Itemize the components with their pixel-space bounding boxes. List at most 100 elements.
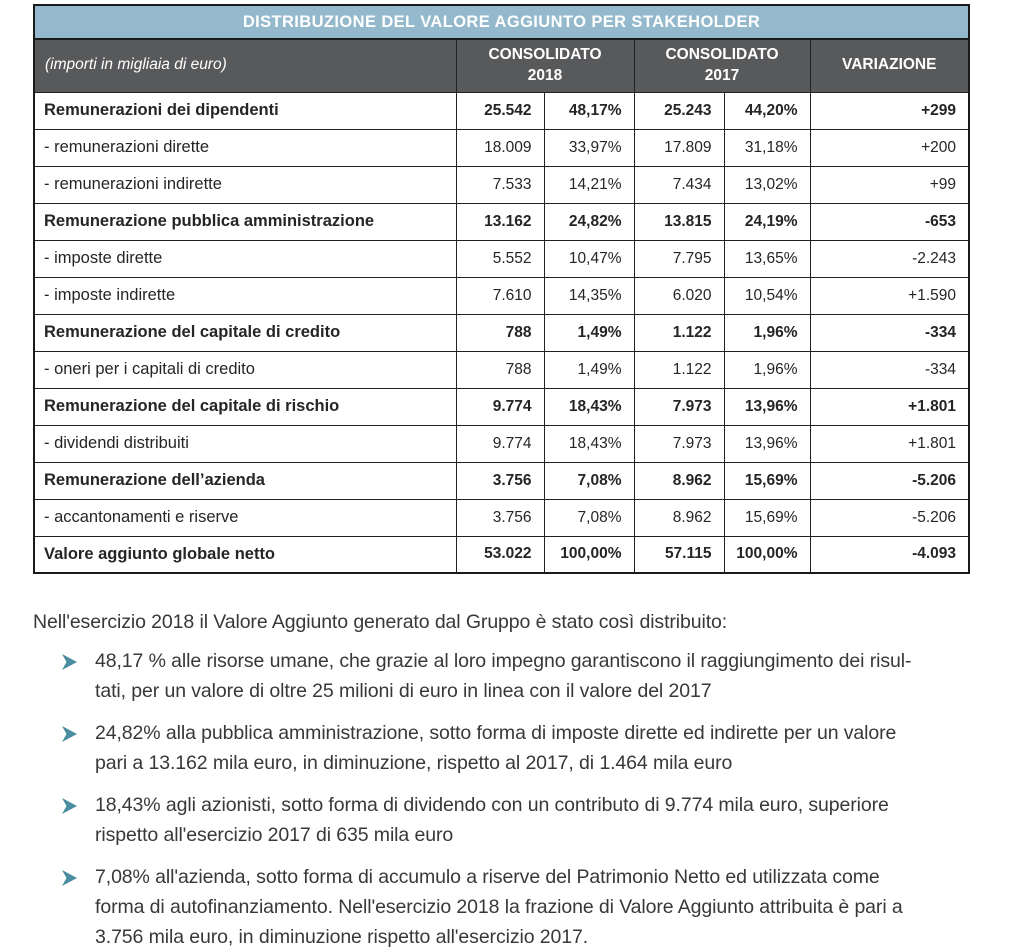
value-2017: 7.973 (633, 387, 725, 426)
column-year: 2018 (527, 66, 563, 84)
pct-2018: 100,00% (543, 535, 635, 574)
pct-2017: 1,96% (723, 313, 811, 352)
row-label: Remunerazioni dei dipendenti (33, 91, 457, 130)
pct-2017: 1,96% (723, 350, 811, 389)
variation: -2.243 (809, 239, 970, 278)
arrow-bullet-icon (61, 790, 95, 850)
bullet-item: 18,43% agli azionisti, sotto forma di di… (61, 790, 993, 850)
bullet-text: 7,08% all'azienda, sotto forma di accumu… (95, 862, 993, 952)
bullet-line: tati, per un valore di oltre 25 milioni … (95, 680, 712, 702)
table-header-row: (importi in migliaia di euro) CONSOLIDAT… (33, 38, 970, 93)
value-2018: 25.542 (455, 91, 545, 130)
pct-2017: 13,02% (723, 165, 811, 204)
value-2018: 53.022 (455, 535, 545, 574)
row-label: - dividendi distribuiti (33, 424, 457, 463)
table-title: DISTRIBUZIONE DEL VALORE AGGIUNTO PER ST… (33, 4, 970, 40)
value-2018: 3.756 (455, 498, 545, 537)
table-row: Remunerazioni dei dipendenti 25.542 48,1… (33, 91, 970, 130)
bullet-text: 48,17 % alle risorse umane, che grazie a… (95, 646, 993, 706)
table-row: Remunerazione dell’azienda 3.756 7,08% 8… (33, 461, 970, 500)
value-2017: 7.434 (633, 165, 725, 204)
table-row: Valore aggiunto globale netto 53.022 100… (33, 535, 970, 574)
pct-2018: 18,43% (543, 424, 635, 463)
value-2018: 788 (455, 313, 545, 352)
row-label: Remunerazione dell’azienda (33, 461, 457, 500)
row-label: - remunerazioni dirette (33, 128, 457, 167)
pct-2018: 48,17% (543, 91, 635, 130)
row-label: - accantonamenti e riserve (33, 498, 457, 537)
value-2017: 13.815 (633, 202, 725, 241)
bullet-item: 48,17 % alle risorse umane, che grazie a… (61, 646, 993, 706)
column-year: 2017 (704, 66, 740, 84)
pct-2017: 100,00% (723, 535, 811, 574)
table-row: Remunerazione del capitale di rischio 9.… (33, 387, 970, 426)
row-label: - oneri per i capitali di credito (33, 350, 457, 389)
pct-2018: 14,35% (543, 276, 635, 315)
variation: +99 (809, 165, 970, 204)
pct-2018: 7,08% (543, 461, 635, 500)
value-2017: 1.122 (633, 350, 725, 389)
pct-2017: 10,54% (723, 276, 811, 315)
unit-note: (importi in migliaia di euro) (33, 38, 457, 93)
pct-2017: 24,19% (723, 202, 811, 241)
variation: +1.590 (809, 276, 970, 315)
variation: -5.206 (809, 498, 970, 537)
row-label: Remunerazione del capitale di rischio (33, 387, 457, 426)
table-row: - imposte indirette 7.610 14,35% 6.020 1… (33, 276, 970, 315)
pct-2017: 15,69% (723, 461, 811, 500)
table-row: - imposte dirette 5.552 10,47% 7.795 13,… (33, 239, 970, 278)
row-label: - remunerazioni indirette (33, 165, 457, 204)
row-label: - imposte indirette (33, 276, 457, 315)
value-2017: 7.973 (633, 424, 725, 463)
value-2018: 13.162 (455, 202, 545, 241)
column-header-variazione: VARIAZIONE (809, 38, 970, 93)
pct-2018: 33,97% (543, 128, 635, 167)
pct-2017: 13,96% (723, 424, 811, 463)
bullet-line: 18,43% agli azionisti, sotto forma di di… (95, 794, 889, 816)
value-2018: 9.774 (455, 387, 545, 426)
variation: +200 (809, 128, 970, 167)
pct-2017: 15,69% (723, 498, 811, 537)
pct-2018: 18,43% (543, 387, 635, 426)
value-added-table: DISTRIBUZIONE DEL VALORE AGGIUNTO PER ST… (33, 4, 971, 574)
pct-2018: 10,47% (543, 239, 635, 278)
table-row: - remunerazioni dirette 18.009 33,97% 17… (33, 128, 970, 167)
column-header-consolidato-2017: CONSOLIDATO 2017 (633, 38, 811, 93)
value-2017: 1.122 (633, 313, 725, 352)
value-2017: 57.115 (633, 535, 725, 574)
row-label: Remunerazione del capitale di credito (33, 313, 457, 352)
bullet-line: rispetto all'esercizio 2017 di 635 mila … (95, 824, 454, 846)
value-2018: 18.009 (455, 128, 545, 167)
arrow-bullet-icon (61, 862, 95, 952)
pct-2018: 24,82% (543, 202, 635, 241)
row-label: Remunerazione pubblica amministrazione (33, 202, 457, 241)
table-title-bar: DISTRIBUZIONE DEL VALORE AGGIUNTO PER ST… (33, 4, 970, 40)
variation: -334 (809, 350, 970, 389)
row-label: - imposte dirette (33, 239, 457, 278)
variation: -5.206 (809, 461, 970, 500)
value-2018: 3.756 (455, 461, 545, 500)
pct-2017: 13,96% (723, 387, 811, 426)
bullet-item: 7,08% all'azienda, sotto forma di accumu… (61, 862, 993, 952)
narrative-intro: Nell'esercizio 2018 il Valore Aggiunto g… (33, 611, 728, 633)
table-row: - accantonamenti e riserve 3.756 7,08% 8… (33, 498, 970, 537)
bullet-line: forma di autofinanziamento. Nell'eserciz… (95, 896, 903, 918)
bullet-line: 24,82% alla pubblica amministrazione, so… (95, 722, 897, 744)
pct-2018: 14,21% (543, 165, 635, 204)
bullet-text: 24,82% alla pubblica amministrazione, so… (95, 718, 993, 778)
variation: -334 (809, 313, 970, 352)
value-2017: 6.020 (633, 276, 725, 315)
table-row: - oneri per i capitali di credito 788 1,… (33, 350, 970, 389)
value-2017: 8.962 (633, 461, 725, 500)
variation: -4.093 (809, 535, 970, 574)
table-row: Remunerazione pubblica amministrazione 1… (33, 202, 970, 241)
value-2017: 25.243 (633, 91, 725, 130)
bullet-line: pari a 13.162 mila euro, in diminuzione,… (95, 752, 733, 774)
value-2018: 7.610 (455, 276, 545, 315)
table-row: - remunerazioni indirette 7.533 14,21% 7… (33, 165, 970, 204)
value-2018: 7.533 (455, 165, 545, 204)
value-2017: 17.809 (633, 128, 725, 167)
value-2017: 7.795 (633, 239, 725, 278)
bullet-line: 3.756 mila euro, in diminuzione rispetto… (95, 926, 589, 948)
